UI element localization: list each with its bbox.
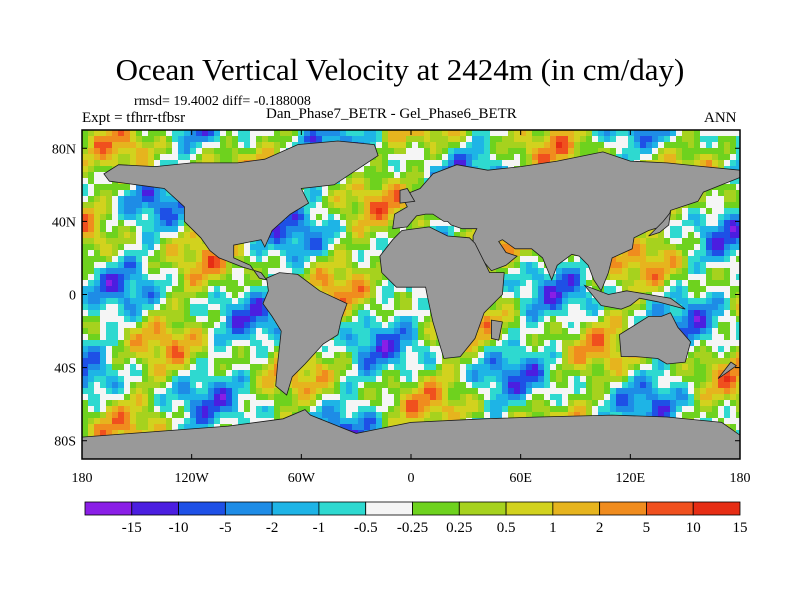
comparison-subtitle: Dan_Phase7_BETR - Gel_Phase6_BETR [266, 106, 517, 122]
legend-label: 1 [549, 520, 557, 536]
lon-label: 60W [288, 471, 316, 486]
legend-label: -5 [219, 520, 232, 536]
legend-label: 10 [686, 520, 701, 536]
legend-label: -1 [313, 520, 326, 536]
land-masses [82, 140, 740, 459]
legend-label: 15 [733, 520, 748, 536]
lat-label: 80N [52, 142, 76, 157]
legend-swatch [692, 501, 741, 516]
legend-swatch [599, 501, 647, 516]
legend-label: -10 [169, 520, 189, 536]
legend-swatch [646, 501, 694, 516]
experiment-label: Expt = tfhrr-tfbsr [82, 110, 186, 126]
season-label: ANN [704, 110, 737, 126]
legend-swatch [84, 501, 133, 516]
lon-label: 0 [408, 471, 415, 486]
color-legend [84, 501, 741, 516]
latitude-labels: 80N 40N 0 40S 80S [52, 142, 76, 449]
lon-label: 120W [175, 471, 210, 486]
legend-label: 0.5 [497, 520, 516, 536]
lat-label: 80S [54, 435, 76, 450]
lat-label: 40S [54, 362, 76, 377]
legend-label: -2 [266, 520, 279, 536]
legend-swatch [458, 501, 507, 516]
lon-label: 60E [509, 471, 532, 486]
legend-swatch [505, 501, 554, 516]
lat-label: 40N [52, 215, 76, 230]
map-title: Ocean Vertical Velocity at 2424m (in cm/… [115, 52, 685, 87]
stats-text: rmsd= 19.4002 diff= -0.188008 [134, 94, 311, 109]
longitude-labels: 180 120W 60W 0 60E 120E 180 [72, 471, 751, 486]
legend-label: -15 [122, 520, 142, 536]
lon-label: 180 [72, 471, 93, 486]
legend-swatch [224, 501, 273, 516]
legend-label: -0.25 [397, 520, 428, 536]
axis-ticks [81, 130, 741, 459]
legend-label: -0.5 [354, 520, 378, 536]
legend-swatch [318, 501, 367, 516]
legend-label: 5 [643, 520, 651, 536]
lat-label: 0 [69, 289, 76, 304]
legend-swatch [271, 501, 320, 516]
legend-swatch [365, 501, 413, 516]
legend-labels: -15 -10 -5 -2 -1 -0.5 -0.25 0.25 0.5 1 2 5 10 15 [122, 520, 748, 536]
lon-label: 180 [730, 471, 751, 486]
legend-swatch [131, 501, 179, 516]
legend-label: 2 [596, 520, 604, 536]
legend-swatch [412, 501, 460, 516]
legend-label: 0.25 [446, 520, 472, 536]
legend-swatch [552, 501, 601, 516]
legend-swatch [178, 501, 226, 516]
lon-label: 120E [616, 471, 646, 486]
